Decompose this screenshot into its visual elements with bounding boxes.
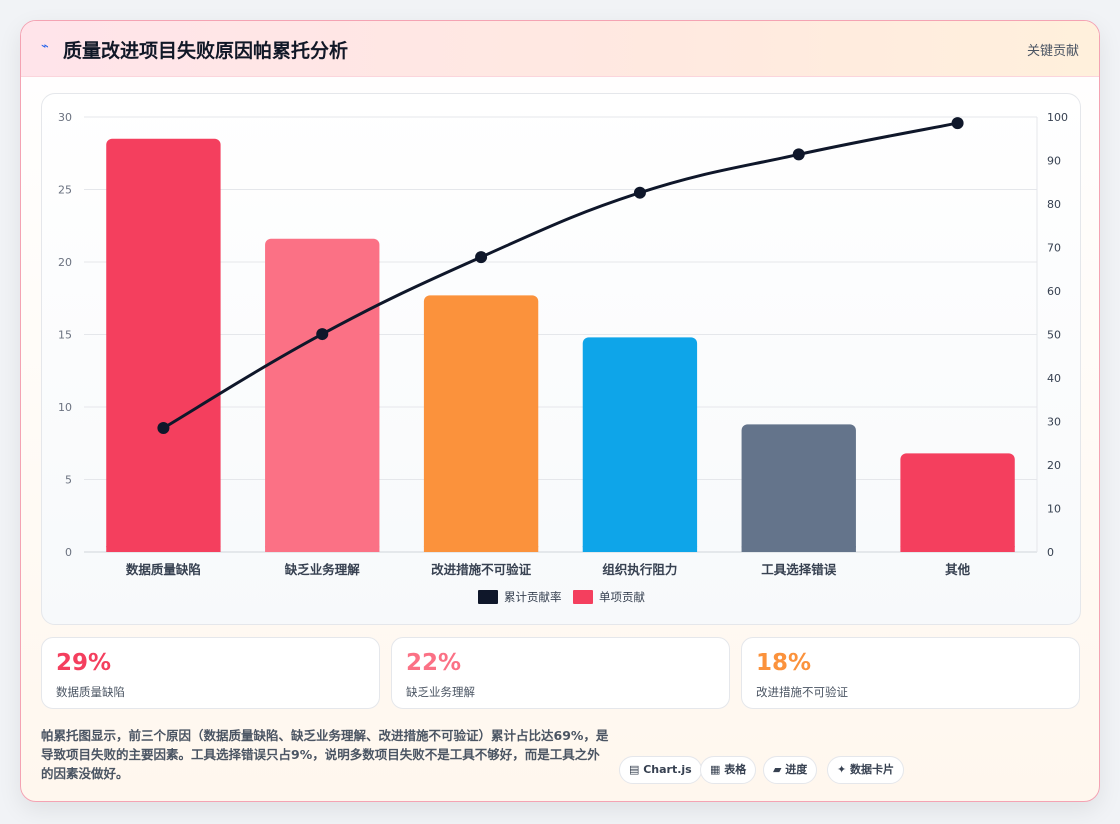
- y-left-tick-label: 10: [58, 401, 72, 414]
- y-left-tick-label: 15: [58, 329, 72, 342]
- y-left-tick-label: 0: [65, 546, 72, 559]
- x-tick-label: 缺乏业务理解: [285, 562, 361, 577]
- bar: [741, 424, 856, 552]
- cumulative-point: [316, 328, 329, 341]
- cumulative-line: [162, 121, 958, 430]
- bar: [106, 138, 221, 552]
- cumulative-point: [792, 148, 805, 161]
- x-tick-label: 改进措施不可验证: [431, 562, 532, 577]
- cumulative-point: [951, 117, 964, 130]
- y-right-tick-label: 50: [1047, 329, 1061, 342]
- data-card-pill[interactable]: ✦ 数据卡片: [827, 756, 905, 784]
- legend-label: 累计贡献率: [504, 590, 562, 604]
- card-header: ⌁ 质量改进项目失败原因帕累托分析 关键贡献: [21, 21, 1099, 77]
- bar: [423, 295, 539, 552]
- y-left-tick-label: 30: [58, 111, 72, 124]
- kpi-value: 22%: [406, 650, 462, 676]
- kpi-card-1: 29% 数据质量缺陷: [41, 637, 380, 709]
- pareto-chart: 0 5 10 15 20 25 30 0 10 20 30 40 50 60 70 80 90 100 数据质量缺陷…: [41, 93, 1081, 625]
- y-right-tick-label: 40: [1047, 372, 1061, 385]
- legend-swatch: [478, 590, 498, 604]
- bar-base: [265, 546, 380, 552]
- report-card: ⌁ 质量改进项目失败原因帕累托分析 关键贡献 0 5 10 15 20 25 30 0 10 20…: [20, 20, 1100, 802]
- table-pill[interactable]: ▦ 表格: [700, 756, 757, 784]
- pareto-chart-svg: 0 5 10 15 20 25 30 0 10 20 30 40 50 60 70 80 90 100 数据质量缺陷…: [58, 111, 1068, 604]
- y-right-tick-label: 10: [1047, 503, 1061, 516]
- cumulative-point: [475, 251, 488, 264]
- y-right-tick-label: 20: [1047, 459, 1061, 472]
- bar: [900, 453, 1015, 552]
- y-left-tick-label: 20: [58, 256, 72, 269]
- legend-label: 单项贡献: [599, 590, 645, 604]
- kpi-value: 18%: [756, 650, 812, 676]
- x-tick-label: 组织执行阻力: [602, 562, 677, 577]
- kpi-label: 缺乏业务理解: [406, 685, 475, 699]
- bar: [265, 238, 380, 553]
- y-right-tick-label: 0: [1047, 546, 1054, 559]
- y-right-tick-label: 60: [1047, 285, 1061, 298]
- x-tick-label: 数据质量缺陷: [125, 562, 201, 577]
- cumulative-point: [157, 422, 170, 435]
- kpi-card-3: 18% 改进措施不可验证: [741, 637, 1080, 709]
- bar: [582, 337, 698, 552]
- bar-base: [582, 546, 698, 552]
- y-left-tick-label: 25: [58, 184, 72, 197]
- summary-text: 帕累托图显示，前三个原因（数据质量缺陷、缺乏业务理解、改进措施不可验证）累计占比…: [41, 728, 609, 781]
- page-title: 质量改进项目失败原因帕累托分析: [63, 40, 349, 62]
- x-tick-label: 其他: [945, 562, 971, 577]
- y-right-tick-label: 70: [1047, 242, 1061, 255]
- kpi-card-2: 22% 缺乏业务理解: [391, 637, 730, 709]
- y-right-tick-label: 100: [1047, 111, 1068, 124]
- cumulative-point: [633, 186, 646, 199]
- progress-pill[interactable]: ▰ 进度: [763, 756, 818, 784]
- key-contribution-badge[interactable]: 关键贡献: [1026, 44, 1079, 59]
- kpi-value: 29%: [56, 650, 112, 676]
- y-left-tick-label: 5: [65, 474, 72, 487]
- legend-swatch: [573, 590, 593, 604]
- bar-base: [106, 546, 221, 552]
- y-right-tick-label: 80: [1047, 198, 1061, 211]
- y-right-tick-label: 30: [1047, 416, 1061, 429]
- x-tick-label: 工具选择错误: [761, 562, 837, 577]
- kpi-label: 改进措施不可验证: [756, 685, 848, 699]
- bar-base: [741, 546, 856, 552]
- y-right-tick-label: 90: [1047, 155, 1061, 168]
- chartjs-pill[interactable]: ▤ Chart.js: [619, 756, 702, 784]
- chart-line-icon: ⌁: [41, 39, 49, 54]
- kpi-label: 数据质量缺陷: [56, 685, 125, 699]
- bar-base: [900, 546, 1015, 552]
- bar-base: [423, 546, 539, 552]
